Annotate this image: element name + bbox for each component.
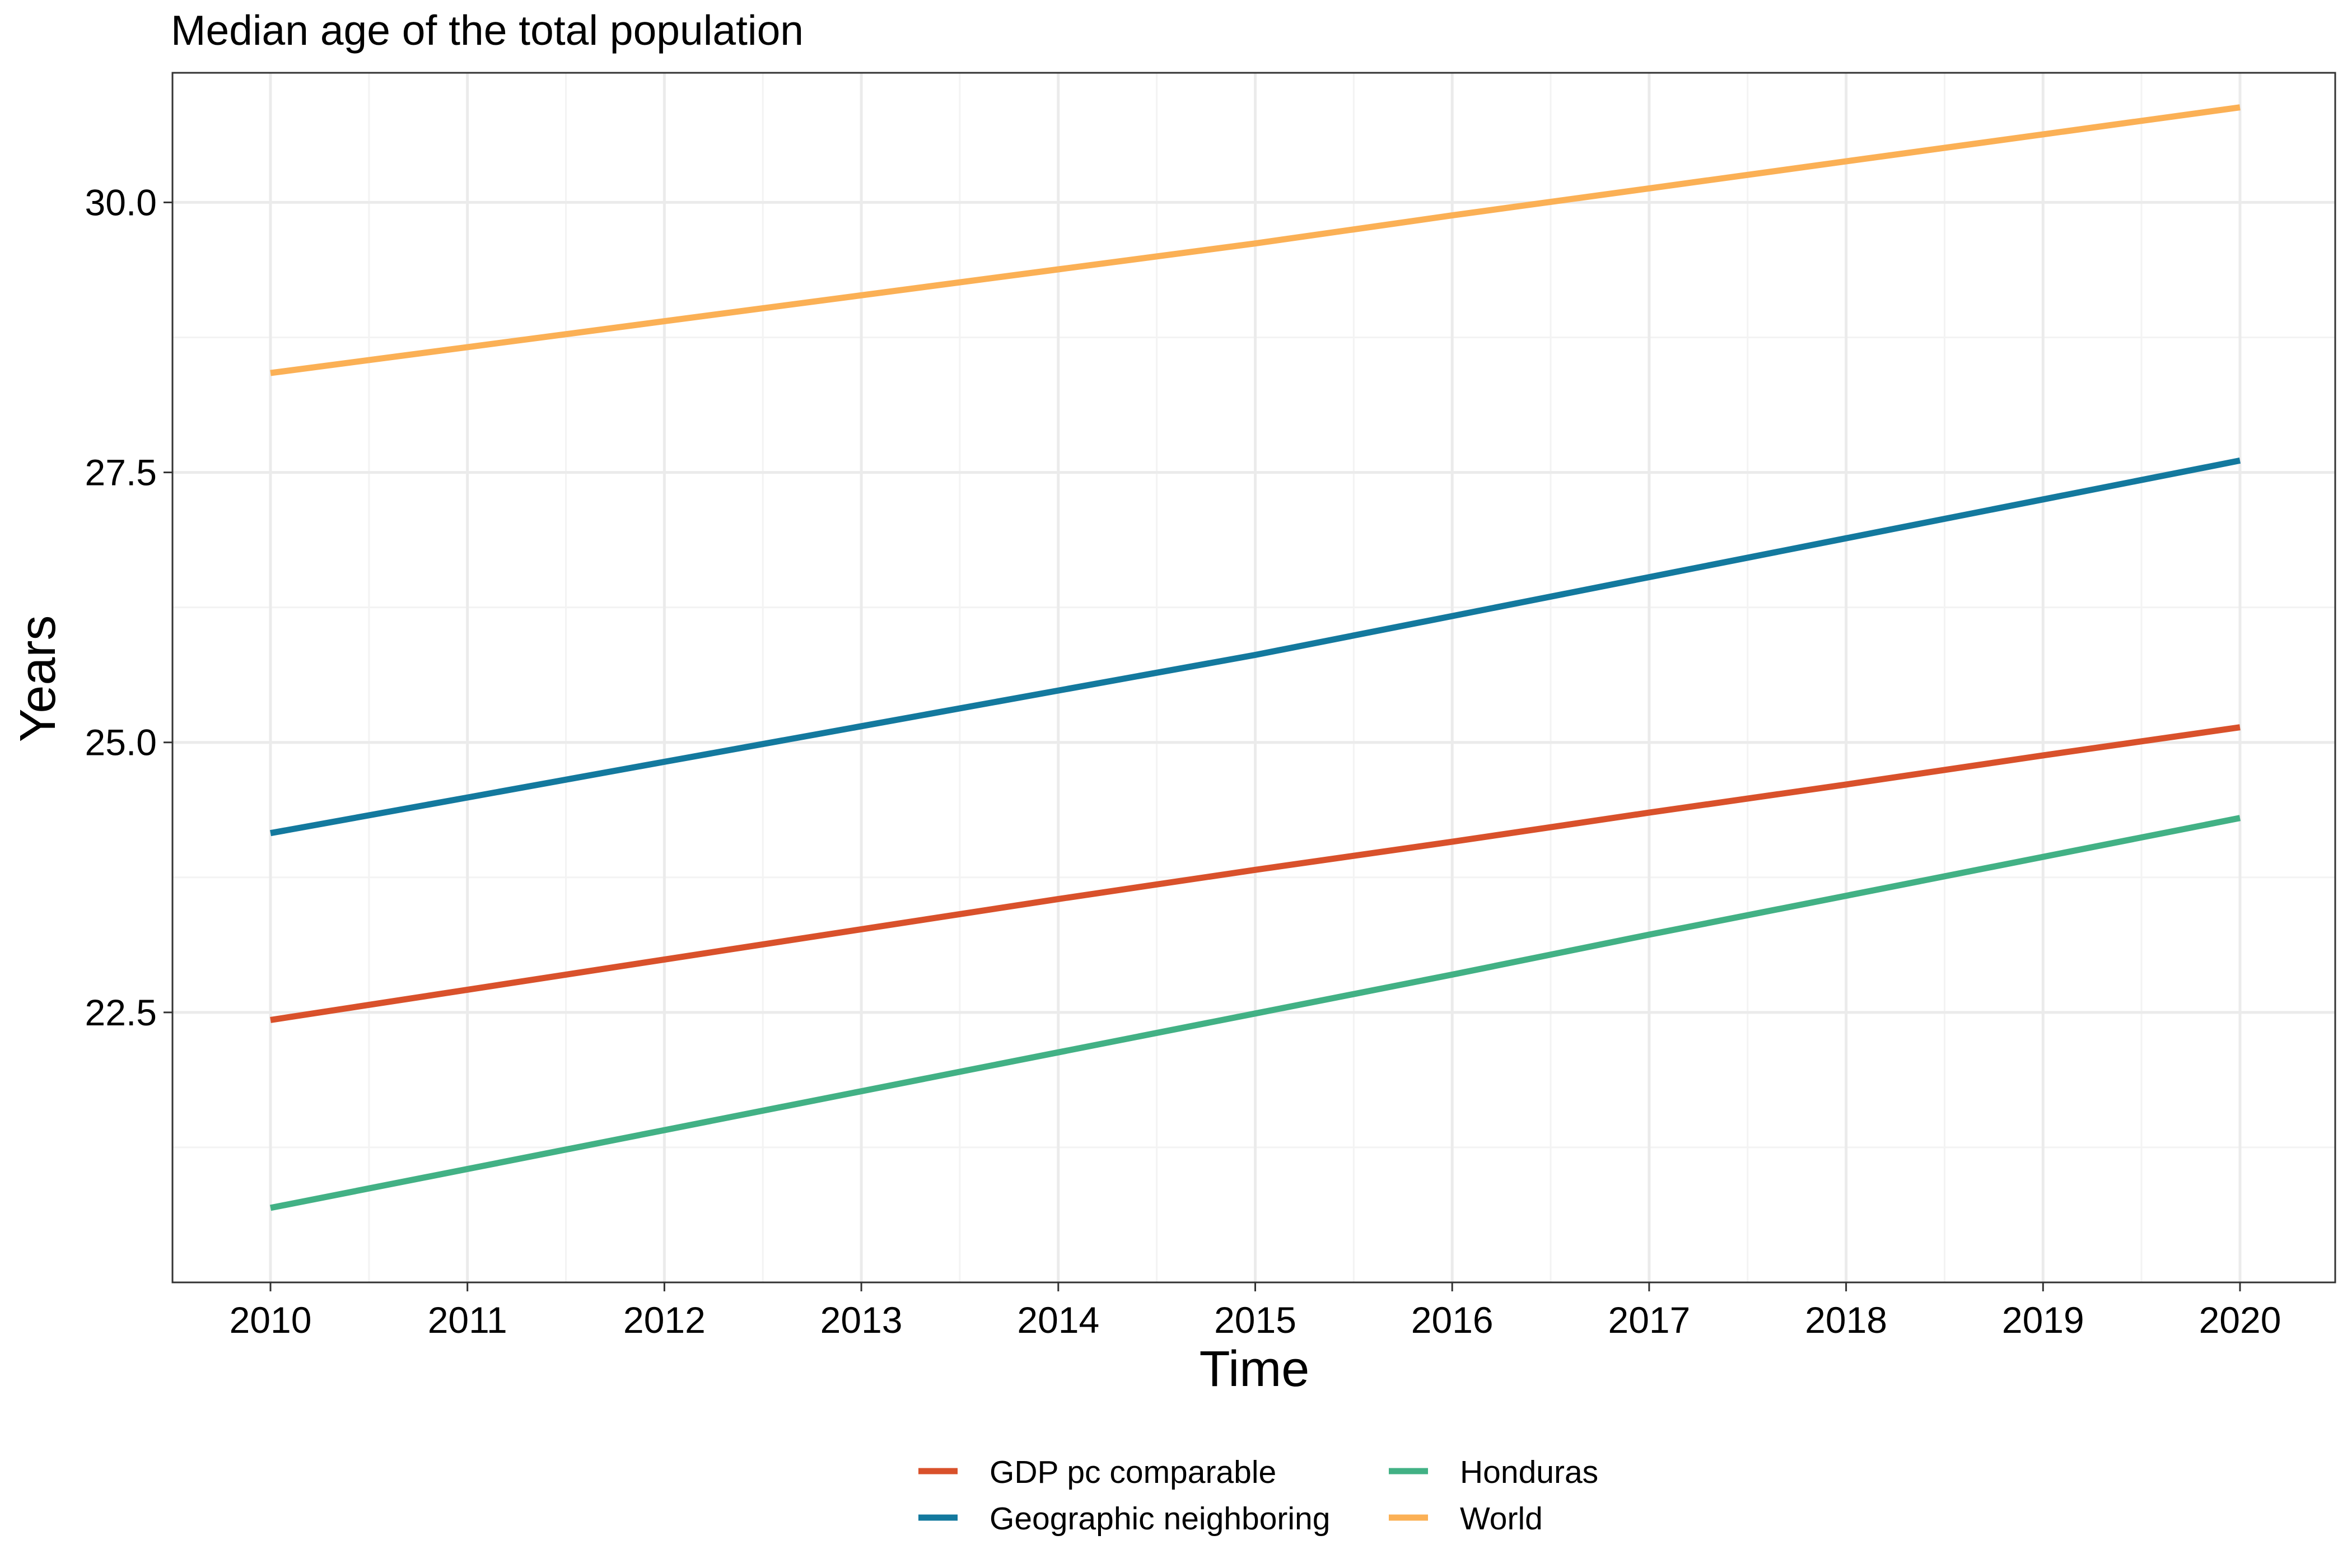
y-tick-label: 30.0: [85, 181, 157, 223]
series-line-gdp-pc-comparable: [270, 724, 2241, 1023]
y-axis: 22.5 25.0 27.5 30.0: [85, 181, 172, 1033]
x-axis: 2010 2011 2012 2013 2014 2015 2016 2017 2018 2019…: [230, 1282, 2281, 1341]
series-line-world: [270, 104, 2241, 376]
grid-lines: [172, 73, 2335, 1282]
y-tick-label: 25.0: [85, 722, 157, 763]
plot-panel-border: [171, 72, 2336, 1284]
series-lines: [269, 104, 2241, 1211]
x-tick-label: 2010: [230, 1299, 312, 1341]
x-tick-label: 2015: [1214, 1299, 1296, 1341]
x-tick-label: 2016: [1411, 1299, 1494, 1341]
y-tick-label: 27.5: [85, 452, 157, 493]
legend: GDP pc comparable Geographic neighboring H…: [918, 1454, 1598, 1537]
x-tick-label: 2011: [428, 1299, 507, 1341]
series-line-honduras: [269, 815, 2241, 1211]
y-axis-title: Years: [10, 615, 66, 743]
x-tick-label: 2013: [820, 1299, 903, 1341]
legend-label-gdp-pc-comparable: GDP pc comparable: [990, 1454, 1276, 1490]
y-tick-label: 22.5: [85, 992, 157, 1033]
series-line-geographic-neighboring: [270, 458, 2241, 837]
x-tick-label: 2017: [1608, 1299, 1690, 1341]
legend-label-world: World: [1460, 1501, 1543, 1537]
x-tick-label: 2012: [623, 1299, 706, 1341]
legend-label-honduras: Honduras: [1460, 1454, 1598, 1490]
x-axis-title: Time: [1200, 1341, 1310, 1397]
x-tick-label: 2018: [1805, 1299, 1887, 1341]
legend-label-geographic-neighboring: Geographic neighboring: [990, 1501, 1330, 1537]
x-tick-label: 2020: [2199, 1299, 2281, 1341]
chart-title: Median age of the total population: [171, 7, 804, 54]
x-tick-label: 2014: [1017, 1299, 1099, 1341]
x-tick-label: 2019: [2002, 1299, 2084, 1341]
